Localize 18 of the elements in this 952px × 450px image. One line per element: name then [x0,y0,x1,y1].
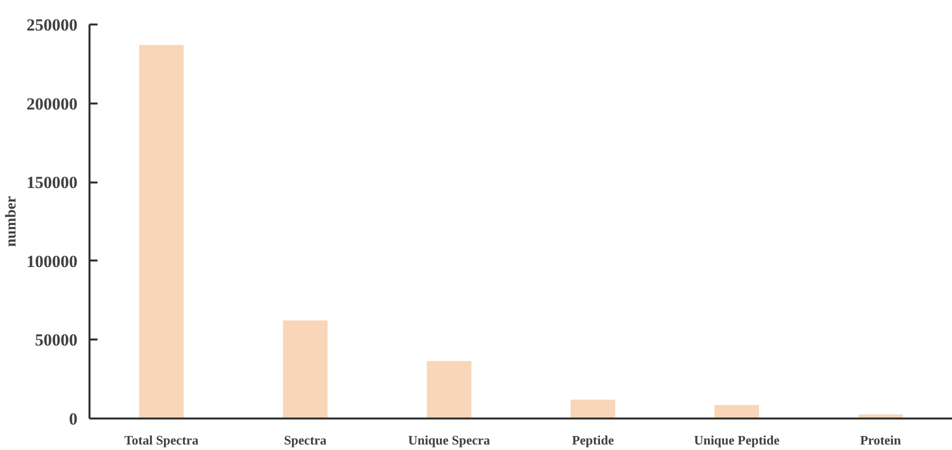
y-tick-label: 250000 [26,16,78,34]
bar [714,404,760,418]
bar [570,400,616,418]
bar [282,320,328,418]
x-tick-label: Unique Specra [408,432,491,448]
y-tick-label: 0 [69,410,78,428]
y-tick-label: 150000 [26,173,78,192]
bar [139,44,184,418]
bar [426,360,472,418]
y-axis-title: number [4,196,20,247]
x-tick-label: Total Spectra [124,432,200,448]
x-tick-label: Protein [860,432,902,448]
x-tick-label: Spectra [284,432,328,448]
y-tick-label: 100000 [26,252,78,271]
x-tick-label: Unique Peptide [694,432,780,448]
y-tick-label: 50000 [35,330,78,350]
x-tick-label: Peptide [572,432,614,448]
y-tick-label: 200000 [26,94,78,114]
